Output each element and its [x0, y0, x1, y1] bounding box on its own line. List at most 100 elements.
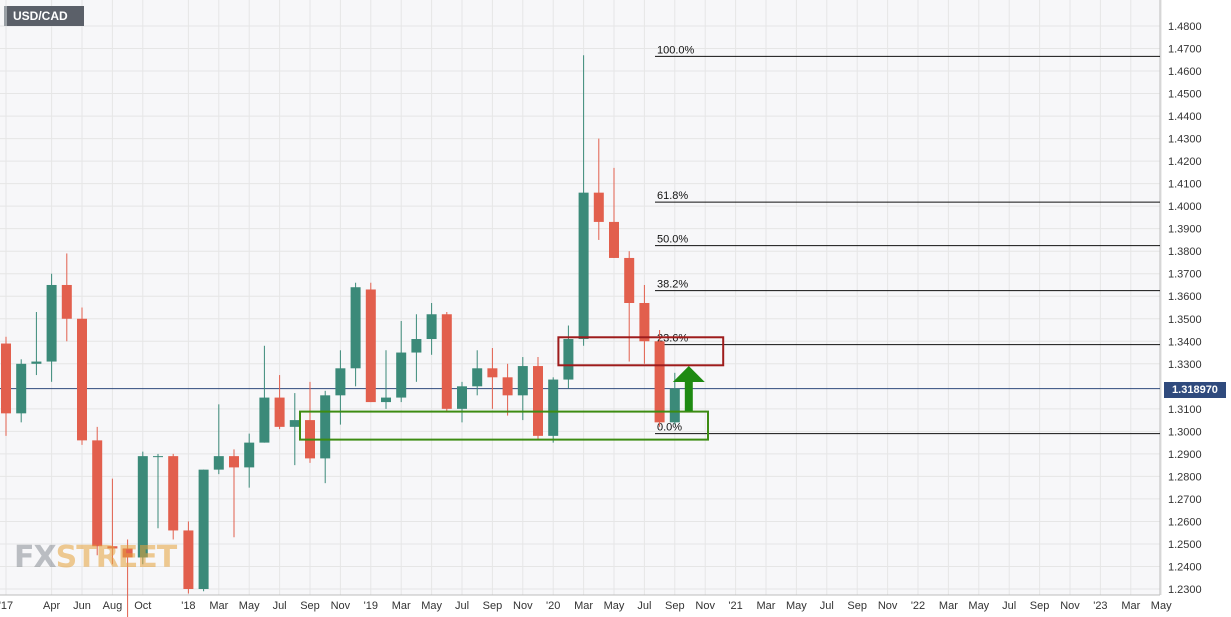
y-tick-label: 1.4300: [1168, 134, 1202, 146]
symbol-label: USD/CAD: [4, 6, 84, 26]
candle-body: [654, 341, 665, 423]
x-tick-label: Mar: [392, 600, 411, 612]
y-tick-label: 1.3900: [1168, 224, 1202, 236]
fib-label: 50.0%: [657, 234, 688, 246]
x-tick-label: May: [239, 600, 260, 612]
x-tick-label: Jul: [820, 600, 834, 612]
x-tick-label: May: [421, 600, 442, 612]
fib-label: 23.6%: [657, 333, 688, 345]
y-tick-label: 1.2900: [1168, 449, 1202, 461]
candle-body: [487, 368, 498, 378]
candle-body: [107, 546, 118, 549]
y-tick-label: 1.4800: [1168, 21, 1202, 33]
candle-body: [472, 368, 483, 387]
y-tick-label: 1.3300: [1168, 359, 1202, 371]
x-tick-label: Nov: [513, 600, 533, 612]
candle-body: [137, 456, 148, 558]
x-tick-label: '21: [728, 600, 742, 612]
candle-body: [593, 192, 604, 222]
candle-body: [639, 302, 650, 342]
x-tick-label: Jul: [637, 600, 651, 612]
up-arrow: [672, 366, 705, 412]
candle-body: [168, 456, 179, 531]
candle-body: [457, 386, 467, 409]
candle-body: [259, 397, 270, 443]
candle-body: [563, 339, 574, 380]
candle-body: [153, 456, 163, 458]
y-tick-label: 1.3000: [1168, 426, 1202, 438]
y-tick-label: 1.2300: [1168, 584, 1202, 596]
candle-body: [609, 221, 619, 258]
y-tick-label: 1.4200: [1168, 156, 1202, 168]
y-tick-label: 1.2400: [1168, 561, 1202, 573]
x-tick-label: Sep: [847, 600, 867, 612]
x-tick-label: '19: [364, 600, 378, 612]
candle-body: [548, 379, 559, 436]
y-tick-label: 1.3100: [1168, 404, 1202, 416]
x-tick-label: Sep: [483, 600, 503, 612]
x-tick-label: '20: [546, 600, 560, 612]
x-tick-label: '22: [911, 600, 925, 612]
candle-body: [92, 440, 103, 547]
x-tick-label: May: [968, 600, 989, 612]
x-tick-label: Mar: [574, 600, 593, 612]
x-tick-label: Mar: [939, 600, 958, 612]
candle-body: [183, 530, 194, 589]
fibonacci-levels: 100.0% 61.8% 50.0% 38.2% 23.6% 0.0%: [655, 44, 1160, 435]
x-tick-label: '17: [0, 600, 13, 612]
x-tick-label: Nov: [695, 600, 715, 612]
x-tick-label: Nov: [878, 600, 898, 612]
y-tick-label: 1.2700: [1168, 494, 1202, 506]
y-tick-label: 1.3800: [1168, 246, 1202, 258]
candle-body: [411, 339, 422, 353]
x-tick-label: '23: [1093, 600, 1107, 612]
candle-body: [624, 257, 635, 303]
candle-body: [31, 361, 42, 364]
resistance-zone: [557, 336, 725, 367]
x-axis: '17 Apr Jun Aug Oct '18 Mar May Jul Sep Nov '19 Mar M…: [0, 0, 1172, 612]
support-zone: [299, 410, 709, 441]
fib-label: 0.0%: [657, 422, 682, 434]
candle-body: [396, 352, 407, 398]
x-tick-label: Sep: [300, 600, 320, 612]
watermark-logo: FXSTREET: [14, 540, 178, 575]
watermark-street: STREET: [55, 540, 178, 575]
candle-body: [441, 314, 452, 409]
x-tick-label: Sep: [1030, 600, 1050, 612]
x-tick-label: Jun: [73, 600, 91, 612]
y-tick-label: 1.2600: [1168, 516, 1202, 528]
fib-label: 100.0%: [657, 44, 695, 56]
candle-body: [381, 397, 391, 403]
y-tick-label: 1.2500: [1168, 539, 1202, 551]
candle-body: [77, 318, 87, 441]
y-tick-label: 1.4600: [1168, 66, 1202, 78]
y-axis: 1.4800 1.4700 1.4600 1.4500 1.4400 1.4300 1.42…: [0, 21, 1202, 596]
x-tick-label: '18: [181, 600, 195, 612]
x-tick-label: May: [1151, 600, 1172, 612]
candle-body: [335, 368, 346, 396]
y-tick-label: 1.4500: [1168, 89, 1202, 101]
candle-body: [46, 284, 57, 362]
candle-body: [365, 289, 376, 403]
x-tick-label: Jul: [273, 600, 287, 612]
candle-body: [426, 314, 437, 340]
x-tick-label: Mar: [209, 600, 228, 612]
candle-body: [122, 548, 133, 558]
x-tick-label: Aug: [103, 600, 123, 612]
candle-body: [517, 366, 528, 396]
y-tick-label: 1.4700: [1168, 44, 1202, 56]
x-tick-label: Nov: [1060, 600, 1080, 612]
x-tick-label: Mar: [757, 600, 776, 612]
x-tick-label: Jul: [1002, 600, 1016, 612]
candle-body: [533, 366, 543, 436]
candle-body: [16, 363, 27, 414]
y-tick-label: 1.2800: [1168, 471, 1202, 483]
arrow-shaft: [684, 380, 693, 412]
arrow-head: [672, 366, 705, 383]
y-tick-label: 1.4400: [1168, 111, 1202, 123]
candle-body: [198, 469, 209, 589]
y-tick-label: 1.3400: [1168, 336, 1202, 348]
x-tick-label: Oct: [134, 600, 151, 612]
candle-body: [213, 456, 224, 470]
